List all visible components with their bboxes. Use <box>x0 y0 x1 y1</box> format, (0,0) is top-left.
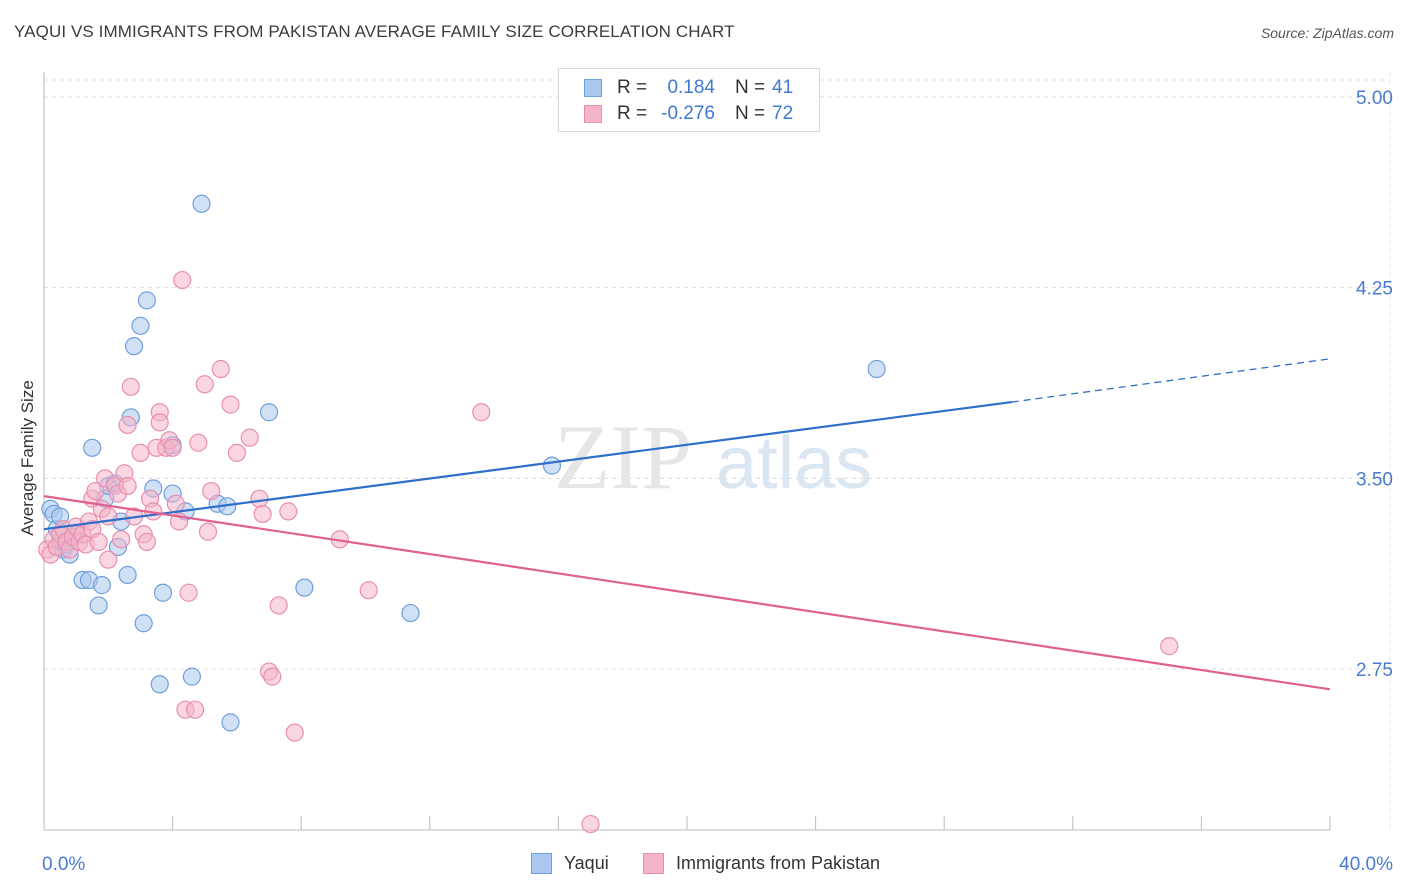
legend-r-label: R = <box>617 77 648 98</box>
legend-row-pakistan: R = -0.276 N = 72 <box>559 101 819 127</box>
yaqui-point <box>153 583 173 602</box>
tick-labels: 2.75 3.50 4.25 5.00 0.0% 40.0% <box>42 88 1393 875</box>
yaqui-point <box>131 316 150 335</box>
pakistan-point <box>118 415 137 435</box>
y-axis-title: Average Family Size <box>18 380 37 536</box>
pakistan-point <box>211 359 230 379</box>
legend-r-value-pakistan: -0.276 <box>661 103 715 124</box>
legend-n-value-yaqui: 41 <box>772 77 794 98</box>
series-legend-swatch-pakistan <box>643 853 664 874</box>
watermark: ZIP atlas <box>554 406 872 508</box>
pakistan-point <box>253 504 272 524</box>
pakistan-point <box>163 438 182 457</box>
yaqui-point <box>259 403 279 422</box>
legend-n-label: N = <box>735 103 766 124</box>
grid-lines <box>44 72 1391 830</box>
axes <box>43 72 1331 831</box>
watermark-atlas: atlas <box>716 421 872 504</box>
pakistan-point <box>150 413 169 432</box>
yaqui-point <box>92 576 111 595</box>
legend-row-yaqui: R = 0.184 N = 41 <box>559 75 819 101</box>
yaqui-point <box>221 713 240 732</box>
yaqui-point <box>134 614 153 633</box>
x-tick-label-min: 0.0% <box>42 854 85 875</box>
pakistan-point <box>86 481 105 501</box>
series-legend-label-pakistan: Immigrants from Pakistan <box>676 853 881 873</box>
pakistan-point <box>269 596 288 615</box>
watermark-zip: ZIP <box>554 406 692 508</box>
legend-n-value-pakistan: 72 <box>772 103 794 124</box>
pakistan-point <box>240 428 259 447</box>
y-tick-label: 3.50 <box>1356 469 1393 490</box>
pakistan-point <box>118 476 137 496</box>
yaqui-point <box>118 565 137 585</box>
legend-n-label: N = <box>735 77 766 98</box>
yaqui-point <box>192 194 211 213</box>
y-tick-label: 4.25 <box>1356 279 1393 300</box>
pakistan-point <box>137 532 156 551</box>
pakistan-point <box>202 481 221 501</box>
source-label: Source: ZipAtlas.com <box>1260 25 1394 41</box>
trend-line-pakistan <box>43 495 1331 691</box>
pakistan-point <box>581 814 600 834</box>
pakistan-point <box>173 270 192 290</box>
yaqui-point <box>401 603 420 623</box>
y-tick-label: 5.00 <box>1356 88 1393 109</box>
pakistan-point <box>195 375 214 394</box>
pakistan-point <box>131 443 150 463</box>
series-legend-label-yaqui: Yaqui <box>564 853 609 873</box>
pakistan-point <box>359 581 378 600</box>
x-tick-label-max: 40.0% <box>1339 854 1393 875</box>
pakistan-point <box>179 583 198 602</box>
pakistan-point <box>121 377 140 396</box>
trend-line-yaqui <box>43 400 1012 531</box>
pakistan-point <box>227 443 246 463</box>
pakistan-point <box>250 489 269 508</box>
pakistan-point <box>189 433 208 452</box>
pakistan-point <box>285 723 304 742</box>
yaqui-point <box>867 359 886 379</box>
chart-title: YAQUI VS IMMIGRANTS FROM PAKISTAN AVERAG… <box>14 22 735 41</box>
pakistan-point <box>186 700 205 719</box>
pakistan-point <box>1160 637 1179 656</box>
yaqui-point <box>150 675 169 694</box>
pakistan-point <box>279 502 298 521</box>
trend-line-yaqui-extension <box>1011 358 1331 403</box>
legend-swatch-pakistan <box>584 105 602 123</box>
yaqui-point <box>89 596 108 615</box>
series-legend: Yaqui Immigrants from Pakistan <box>0 852 1406 876</box>
pakistan-point <box>112 530 131 549</box>
yaqui-point <box>137 291 156 310</box>
pakistan-point <box>472 403 491 422</box>
legend-swatch-yaqui <box>584 79 602 97</box>
legend-r-value-yaqui: 0.184 <box>667 77 715 98</box>
yaqui-point <box>124 337 144 356</box>
pakistan-point <box>198 522 218 541</box>
pakistan-point <box>263 667 282 686</box>
trend-lines <box>43 358 1331 691</box>
legend-r-label: R = <box>617 103 648 124</box>
pakistan-point <box>89 532 108 551</box>
pakistan-point <box>99 550 118 569</box>
yaqui-point <box>182 667 201 686</box>
series-legend-swatch-yaqui <box>531 853 552 874</box>
yaqui-point <box>542 456 562 475</box>
yaqui-point <box>295 578 314 597</box>
pakistan-point <box>166 494 185 513</box>
pakistan-point <box>221 395 240 414</box>
correlation-legend: R = 0.184 N = 41 R = -0.276 N = 72 <box>558 68 820 132</box>
y-tick-label: 2.75 <box>1356 660 1393 681</box>
yaqui-point <box>83 438 102 457</box>
series-pakistan-points <box>38 270 1179 834</box>
